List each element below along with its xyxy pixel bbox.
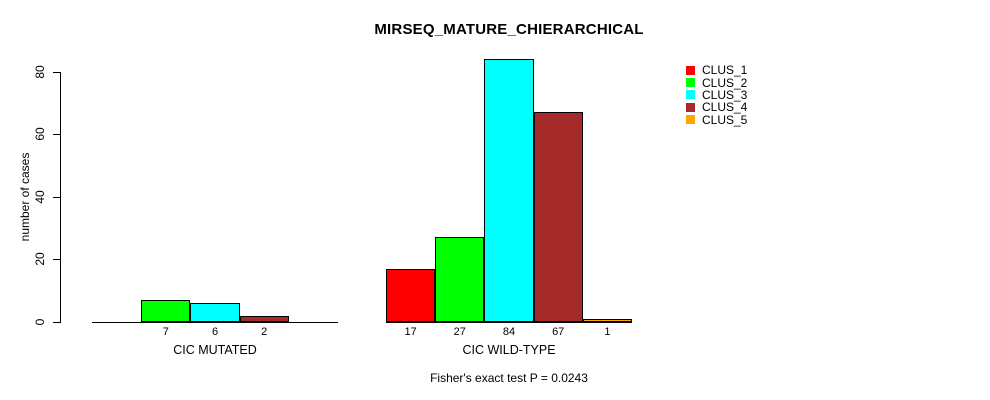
group-label-cic-mutated: CIC MUTATED <box>173 343 257 357</box>
legend-swatch-clus-4 <box>686 102 695 112</box>
legend-label-clus-5: CLUS_5 <box>702 112 748 127</box>
footnote-fisher-test: Fisher's exact test P = 0.0243 <box>430 371 588 385</box>
bar-cic-mutated-clus-3 <box>190 303 240 322</box>
bar-value-label-cic-mutated-clus-2: 7 <box>162 326 169 338</box>
y-axis-tick-label: 0 <box>33 318 47 326</box>
bar-cic-wild-type-clus-5 <box>582 318 632 322</box>
bar-cic-wild-type-clus-4 <box>533 112 583 322</box>
legend-label-clus-1: CLUS_1 <box>702 63 748 78</box>
y-axis-tick-label: 80 <box>33 64 47 79</box>
x-axis-baseline-cic-wild-type <box>386 322 632 323</box>
chart-title: MIRSEQ_MATURE_CHIERARCHICAL <box>374 21 644 38</box>
y-axis-tick <box>53 322 60 323</box>
legend-label-clus-4: CLUS_4 <box>702 100 748 115</box>
legend-swatch-clus-2 <box>686 78 695 88</box>
bar-value-label-cic-wild-type-clus-1: 17 <box>404 326 417 338</box>
y-axis-tick <box>53 259 60 261</box>
y-axis-tick <box>53 134 60 136</box>
bar-cic-mutated-clus-4 <box>239 315 289 322</box>
bar-cic-wild-type-clus-2 <box>435 237 485 322</box>
y-axis-line <box>60 71 61 323</box>
bar-cic-wild-type-clus-3 <box>484 59 534 322</box>
legend-item-clus-1: CLUS_1 <box>686 64 747 76</box>
bar-value-label-cic-wild-type-clus-2: 27 <box>453 326 466 338</box>
bar-value-label-cic-wild-type-clus-4: 67 <box>552 326 565 338</box>
y-axis-tick <box>53 196 60 198</box>
legend-item-clus-3: CLUS_3 <box>686 89 747 101</box>
group-label-cic-wild-type: CIC WILD-TYPE <box>462 343 556 357</box>
legend-item-clus-5: CLUS_5 <box>686 114 747 126</box>
bar-cic-mutated-clus-2 <box>141 300 191 322</box>
y-axis-label: number of cases <box>18 152 32 242</box>
legend-label-clus-2: CLUS_2 <box>702 75 748 90</box>
legend-label-clus-3: CLUS_3 <box>702 87 748 102</box>
legend-swatch-clus-1 <box>686 65 695 75</box>
bar-cic-wild-type-clus-1 <box>386 268 436 322</box>
bar-value-label-cic-wild-type-clus-3: 84 <box>502 326 516 338</box>
y-axis-tick-label: 20 <box>33 252 47 267</box>
y-axis-tick-label: 60 <box>33 127 47 141</box>
bar-value-label-cic-wild-type-clus-5: 1 <box>604 326 611 338</box>
bar-value-label-cic-mutated-clus-4: 2 <box>261 326 268 338</box>
bar-value-label-cic-mutated-clus-3: 6 <box>211 326 219 338</box>
legend-item-clus-2: CLUS_2 <box>686 75 748 90</box>
legend-item-clus-4: CLUS_4 <box>686 101 747 113</box>
y-axis-tick <box>53 71 60 73</box>
legend-swatch-clus-5 <box>686 115 695 125</box>
x-axis-baseline-cic-mutated <box>92 322 338 323</box>
legend: CLUS_1 CLUS_2 CLUS_3 CLUS_4 CLUS_5 <box>686 64 747 126</box>
y-axis-tick-label: 40 <box>33 190 47 204</box>
legend-swatch-clus-3 <box>686 90 695 100</box>
